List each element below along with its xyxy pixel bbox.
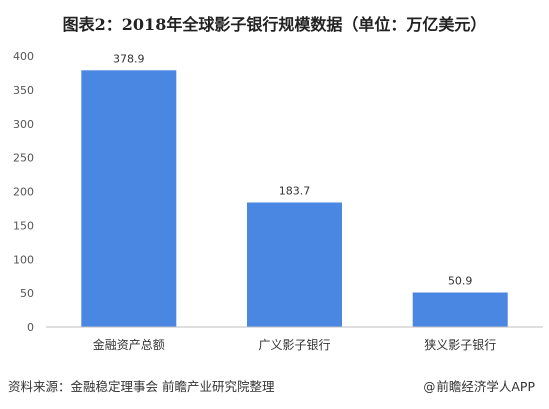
y-tick-label: 350 (13, 84, 34, 97)
credit-label: 前瞻经济学人APP (436, 379, 535, 394)
x-category-label: 金融资产总额 (93, 337, 165, 352)
y-tick-label: 200 (13, 186, 34, 199)
y-tick-label: 150 (13, 219, 34, 232)
source-note: 资料来源：金融稳定理事会 前瞻产业研究院整理 (8, 379, 275, 394)
bar-value-label: 378.9 (113, 52, 145, 65)
bar-value-label: 183.7 (279, 185, 311, 198)
bar-value-label: 50.9 (448, 275, 473, 288)
bar (81, 70, 177, 328)
at-icon: @ (423, 380, 436, 394)
x-category-label: 狭义影子银行 (424, 338, 496, 352)
x-category-label: 广义影子银行 (258, 338, 330, 352)
footer-credit: @前瞻经济学人APP (423, 376, 535, 395)
y-tick-label: 250 (13, 152, 34, 165)
y-tick-label: 50 (20, 287, 34, 300)
y-tick-label: 400 (13, 50, 34, 63)
y-tick-label: 0 (27, 321, 34, 334)
bar (247, 202, 342, 327)
bar (412, 292, 508, 327)
y-tick-label: 100 (13, 253, 34, 266)
chart-title: 图表2：2018年全球影子银行规模数据（单位：万亿美元） (62, 15, 487, 34)
y-tick-label: 300 (13, 118, 34, 131)
